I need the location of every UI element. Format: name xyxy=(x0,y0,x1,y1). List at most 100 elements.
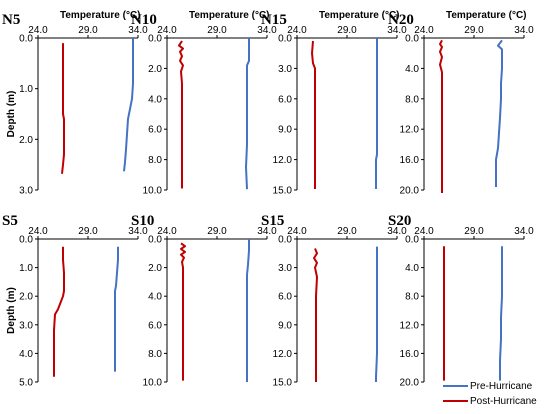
legend-label-pre-hurricane: Pre-Hurricane xyxy=(470,381,533,392)
y-tick-label: 12.0 xyxy=(273,155,293,166)
y-tick-label: 0.0 xyxy=(19,235,33,246)
y-tick-label: 2.0 xyxy=(148,263,162,274)
panel-title-s20: S20 xyxy=(388,213,411,229)
x-tick-label: 29.0 xyxy=(207,226,227,237)
y-tick-label: 12.0 xyxy=(273,349,293,360)
x-axis-title: Temperature (°C) xyxy=(319,10,400,21)
x-tick-label: 34.0 xyxy=(387,226,407,237)
panel-title-n5: N5 xyxy=(2,12,20,28)
y-tick-label: 8.0 xyxy=(405,94,419,105)
panel-s5: 24.0 29.0 34.0 0.0 1.0 2.0 3.0 4.0 5.0 S5 Depth (m… xyxy=(2,213,148,389)
x-tick-label: 34.0 xyxy=(257,226,277,237)
series-line-pre-hurricane xyxy=(245,38,250,190)
y-tick-label: 6.0 xyxy=(278,292,292,303)
x-tick-label: 24.0 xyxy=(414,226,434,237)
x-tick-label: 24.0 xyxy=(287,226,307,237)
y-tick-label: 4.0 xyxy=(405,263,419,274)
y-tick-label: 0.0 xyxy=(278,34,292,45)
y-tick-label: 3.0 xyxy=(19,320,33,331)
legend: Pre-Hurricane Post-Hurricane xyxy=(443,381,537,407)
y-tick-label: 8.0 xyxy=(148,349,162,360)
y-tick-label: 4.0 xyxy=(148,292,162,303)
panel-s15: 24.0 29.0 34.0 0.0 3.0 6.0 9.0 12.0 15.0 S15 xyxy=(261,213,407,389)
x-tick-label: 24.0 xyxy=(287,25,307,36)
legend-label-post-hurricane: Post-Hurricane xyxy=(470,396,537,407)
y-tick-label: 12.0 xyxy=(400,125,420,136)
y-tick-label: 2.0 xyxy=(19,135,33,146)
y-tick-label: 0.0 xyxy=(148,34,162,45)
panel-title-n10: N10 xyxy=(131,12,157,28)
panel-s20: 24.0 29.0 34.00.0 4.0 8.0 12.0 16.0 20.0 S20 xyxy=(388,213,534,389)
x-tick-label: 34.0 xyxy=(128,25,148,36)
panel-n15: 24.0 29.0 34.0 0.0 3.0 6.0 9.0 12.0 15.0 N15 Tempe… xyxy=(261,10,407,197)
y-tick-label: 9.0 xyxy=(278,320,292,331)
y-tick-label: 6.0 xyxy=(148,125,162,136)
series-line-pre-hurricane xyxy=(375,246,378,382)
x-tick-label: 34.0 xyxy=(387,25,407,36)
x-tick-label: 29.0 xyxy=(78,25,98,36)
y-tick-label: 15.0 xyxy=(273,186,293,197)
y-tick-label: 1.0 xyxy=(19,84,33,95)
x-tick-label: 24.0 xyxy=(414,25,434,36)
x-tick-label: 29.0 xyxy=(207,25,227,36)
series-line-pre-hurricane xyxy=(495,39,503,187)
x-tick-label: 24.0 xyxy=(28,25,48,36)
panel-n5: 24.0 29.0 34.0 0.0 1.0 2.0 3.0 N5 Temperature (°… xyxy=(2,10,148,197)
series-line-pre-hurricane xyxy=(499,246,503,381)
y-tick-label: 4.0 xyxy=(405,64,419,75)
x-tick-label: 34.0 xyxy=(128,226,148,237)
y-tick-label: 9.0 xyxy=(278,125,292,136)
y-tick-label: 8.0 xyxy=(148,155,162,166)
y-tick-label: 0.0 xyxy=(405,34,419,45)
y-tick-label: 10.0 xyxy=(143,186,163,197)
y-tick-label: 3.0 xyxy=(278,263,292,274)
x-tick-label: 24.0 xyxy=(28,226,48,237)
y-tick-label: 12.0 xyxy=(400,320,420,331)
x-tick-label: 29.0 xyxy=(464,226,484,237)
x-tick-label: 34.0 xyxy=(514,25,534,36)
y-tick-label: 1.0 xyxy=(19,263,33,274)
y-tick-label: 6.0 xyxy=(148,320,162,331)
panel-title-n20: N20 xyxy=(388,12,414,28)
y-tick-label: 6.0 xyxy=(278,94,292,105)
y-tick-label: 2.0 xyxy=(19,292,33,303)
y-tick-label: 20.0 xyxy=(400,186,420,197)
y-axis-title: Depth (m) xyxy=(6,287,17,334)
y-tick-label: 15.0 xyxy=(273,378,293,389)
series-line-post-hurricane xyxy=(180,242,186,381)
series-line-post-hurricane xyxy=(311,40,316,189)
x-axis-title: Temperature (°C) xyxy=(189,10,270,21)
x-tick-label: 24.0 xyxy=(157,25,177,36)
y-tick-label: 16.0 xyxy=(400,349,420,360)
x-axis-title: Temperature (°C) xyxy=(446,10,527,21)
x-tick-label: 29.0 xyxy=(337,226,357,237)
y-tick-label: 3.0 xyxy=(19,186,33,197)
x-tick-label: 29.0 xyxy=(337,25,357,36)
panel-title-s15: S15 xyxy=(261,213,284,229)
series-line-post-hurricane xyxy=(439,39,443,193)
y-tick-label: 16.0 xyxy=(400,155,420,166)
panel-title-s10: S10 xyxy=(131,213,154,229)
y-tick-label: 3.0 xyxy=(278,64,292,75)
y-tick-label: 4.0 xyxy=(19,349,33,360)
series-line-pre-hurricane xyxy=(114,246,119,372)
series-line-post-hurricane xyxy=(313,248,318,382)
y-tick-label: 8.0 xyxy=(405,292,419,303)
x-tick-label: 24.0 xyxy=(157,226,177,237)
series-line-post-hurricane xyxy=(53,246,65,377)
y-tick-label: 2.0 xyxy=(148,64,162,75)
x-axis-title: Temperature (°C) xyxy=(60,10,141,21)
y-tick-label: 20.0 xyxy=(400,378,420,389)
series-line-post-hurricane xyxy=(178,40,184,189)
y-tick-label: 10.0 xyxy=(143,378,163,389)
y-tick-label: 0.0 xyxy=(405,235,419,246)
panels-group: 24.0 29.0 34.00.01.02.03.0N5 Temperature (°… xyxy=(2,10,534,389)
series-line-post-hurricane xyxy=(61,43,65,174)
panel-title-s5: S5 xyxy=(2,213,18,229)
series-line-pre-hurricane xyxy=(246,239,250,382)
x-tick-label: 34.0 xyxy=(257,25,277,36)
